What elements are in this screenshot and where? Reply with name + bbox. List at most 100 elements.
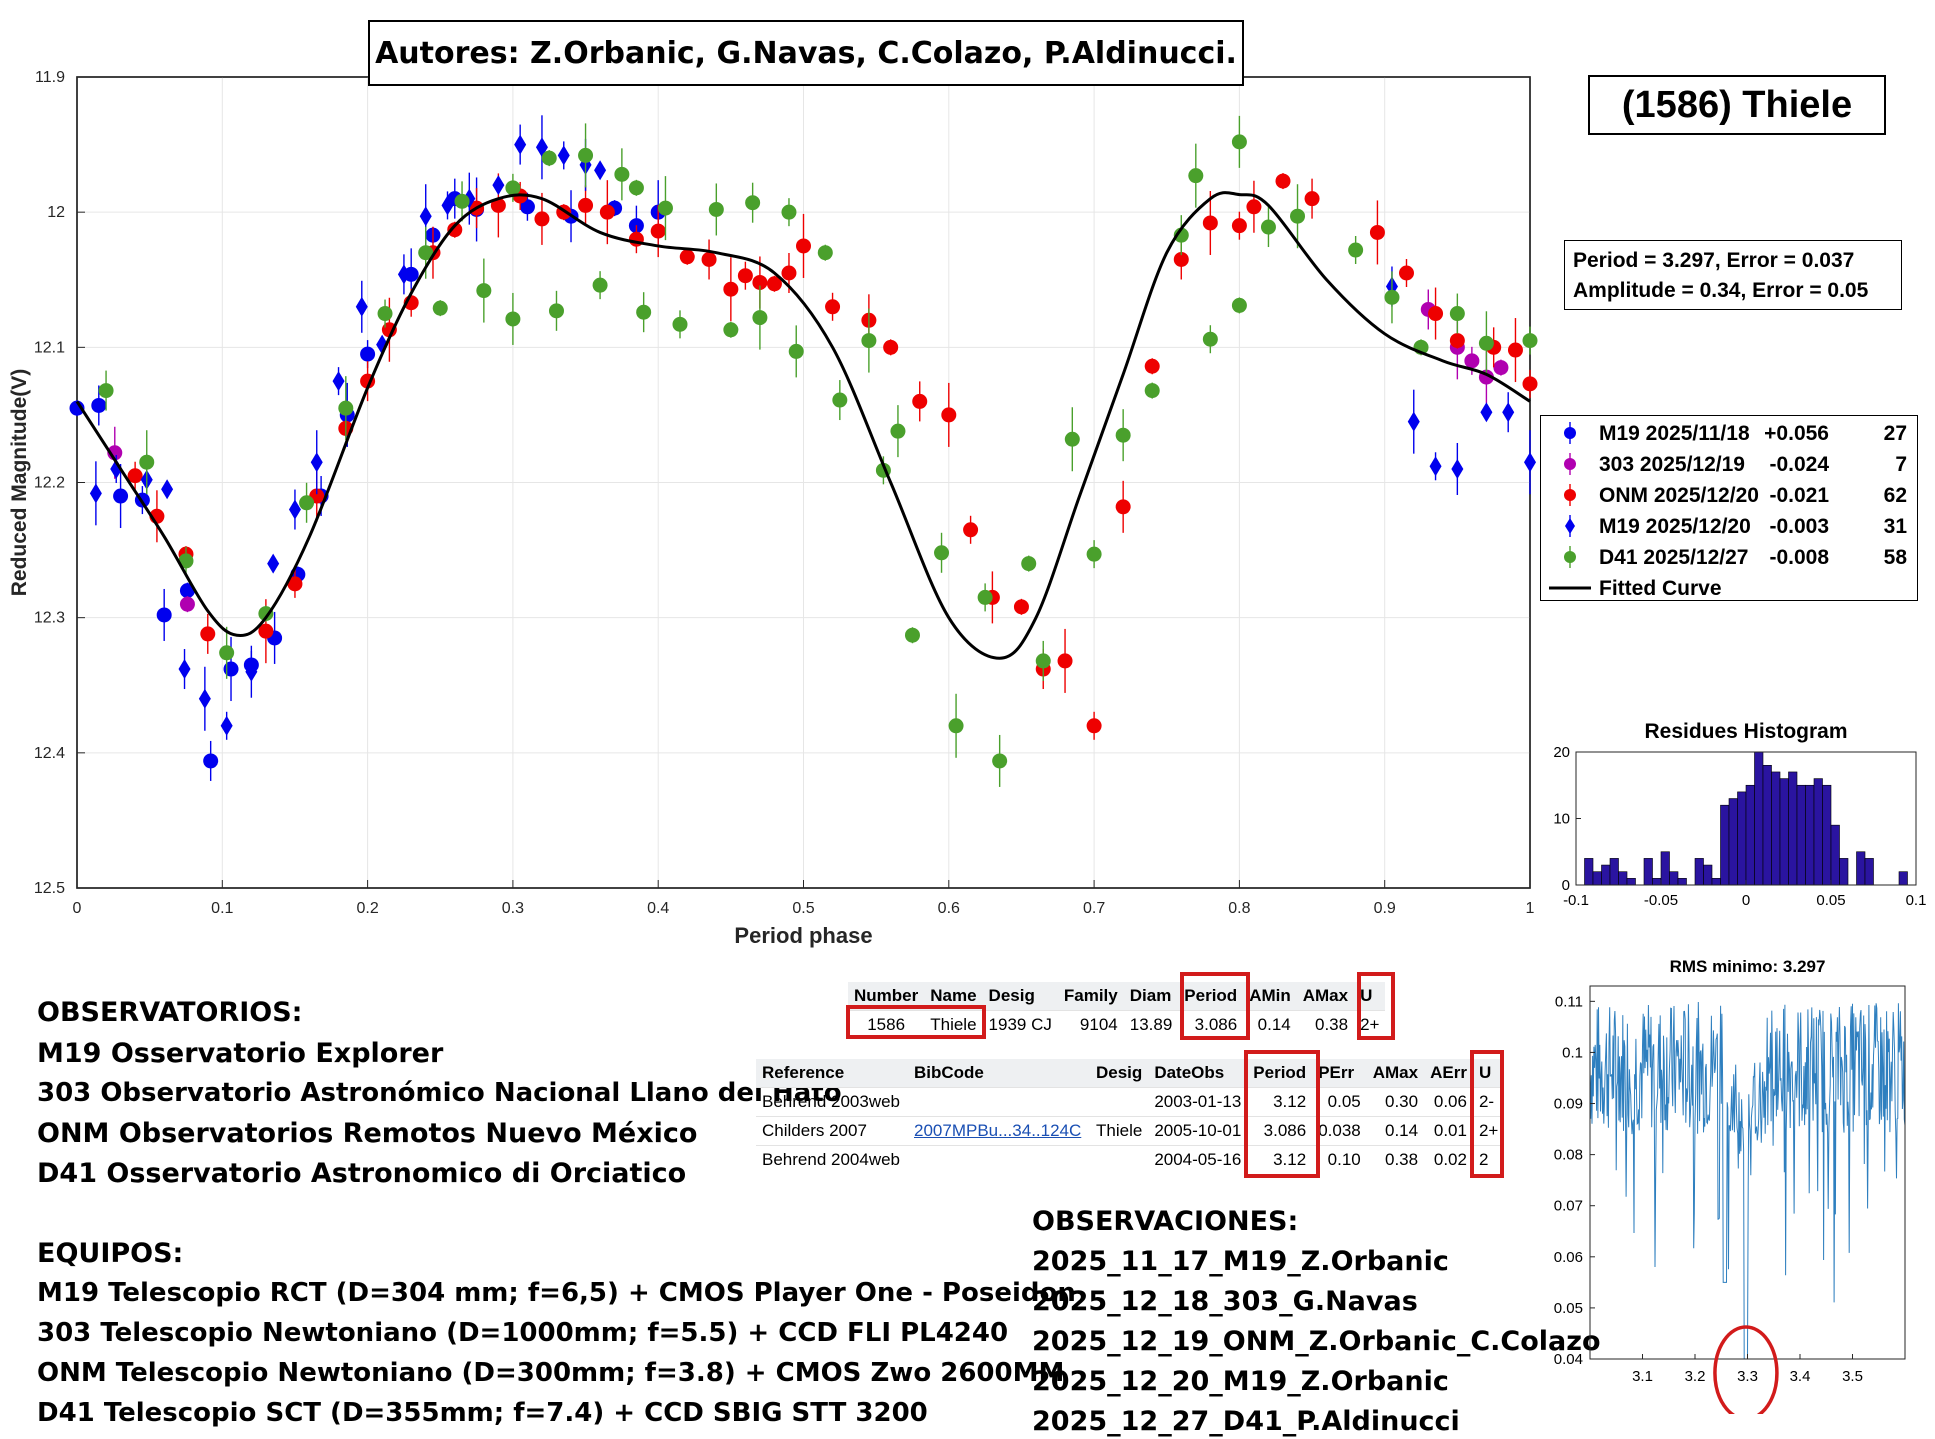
histogram-bar xyxy=(1796,784,1806,886)
data-point-diamond xyxy=(1502,402,1515,423)
histogram-bar xyxy=(1771,771,1781,886)
data-point xyxy=(1021,556,1037,572)
data-point xyxy=(1202,215,1218,231)
table-row: Behrend 2003web 2003-01-13 3.12 0.05 0.3… xyxy=(756,1087,1505,1117)
data-point xyxy=(708,201,724,217)
data-point xyxy=(766,276,782,292)
data-point xyxy=(98,383,114,399)
data-point xyxy=(578,197,594,213)
data-point xyxy=(127,468,143,484)
histogram-bar xyxy=(1677,878,1687,886)
data-point xyxy=(737,268,753,284)
data-point xyxy=(825,299,841,315)
col-perr: PErr xyxy=(1312,1059,1367,1088)
data-point xyxy=(977,589,993,605)
equipo-line: ONM Telescopio Newtoniano (D=300mm; f=3.… xyxy=(37,1358,1065,1388)
data-point xyxy=(592,277,608,293)
data-point-diamond xyxy=(441,195,454,216)
observatorios-title: OBSERVATORIOS: xyxy=(37,997,303,1028)
data-point xyxy=(519,199,535,215)
data-point xyxy=(418,245,434,261)
data-point xyxy=(817,245,833,261)
x-tick-label: 3.5 xyxy=(1842,1368,1863,1385)
y-tick-label: 20 xyxy=(1553,744,1570,761)
data-point-diamond xyxy=(89,483,102,504)
cell-reference: Behrend 2003web xyxy=(756,1087,908,1117)
data-point xyxy=(139,454,155,470)
col-family: Family xyxy=(1057,982,1124,1011)
data-point xyxy=(781,204,797,220)
legend-label: D41 2025/12/27 xyxy=(1599,546,1748,569)
data-point xyxy=(1398,265,1414,281)
equipo-line: D41 Telescopio SCT (D=355mm; f=7.4) + CC… xyxy=(37,1398,928,1428)
col-diam: Diam xyxy=(1123,982,1179,1011)
cell-amax: 0.30 xyxy=(1366,1087,1425,1117)
cell-amax: 0.38 xyxy=(1296,1010,1355,1039)
data-point-diamond xyxy=(178,659,191,680)
histogram-bar xyxy=(1898,871,1908,886)
col-period: Period xyxy=(1247,1059,1313,1088)
data-point xyxy=(1449,333,1465,349)
cell-perr: 0.10 xyxy=(1312,1145,1367,1174)
observatorio-line: M19 Osservatorio Explorer xyxy=(37,1038,444,1069)
cell-reference: Behrend 2004web xyxy=(756,1145,908,1174)
bibcode-link[interactable]: 2007MPBu...34..124C xyxy=(914,1121,1082,1140)
y-tick-label: 0.06 xyxy=(1554,1249,1583,1266)
histogram-bar xyxy=(1813,778,1823,886)
data-point-diamond xyxy=(514,134,527,155)
object-title-box: (1586) Thiele xyxy=(1588,75,1886,135)
x-tick-label: 0.05 xyxy=(1816,892,1845,909)
x-tick-label: 3.4 xyxy=(1790,1368,1811,1385)
data-point xyxy=(1064,431,1080,447)
data-point xyxy=(490,197,506,213)
data-point-diamond xyxy=(110,458,123,479)
cell-period: 3.086 xyxy=(1247,1116,1313,1146)
data-point xyxy=(91,397,107,413)
data-point xyxy=(287,576,303,592)
histogram-bar xyxy=(1652,878,1662,886)
cell-aerr: 0.06 xyxy=(1424,1087,1473,1117)
legend-label: 303 2025/12/19 xyxy=(1599,453,1745,476)
cell-aerr: 0.02 xyxy=(1424,1145,1473,1174)
data-point xyxy=(1144,358,1160,374)
legend-offset: +0.056 xyxy=(1764,422,1829,445)
rms-curve xyxy=(1589,1001,1906,1360)
cell-u: 2 xyxy=(1472,1145,1505,1174)
col-aerr: AErr xyxy=(1424,1059,1473,1088)
data-point xyxy=(223,661,239,677)
histogram-bar xyxy=(1669,871,1679,886)
cell-desig: Thiele xyxy=(1090,1116,1149,1146)
observatorio-line: ONM Observatorios Remotos Nuevo México xyxy=(37,1118,698,1149)
histogram-bar xyxy=(1618,871,1628,886)
data-point-diamond xyxy=(1429,456,1442,477)
legend-offset: -0.021 xyxy=(1769,484,1829,507)
histogram-bar xyxy=(1830,824,1840,886)
y-tick-label: 12 xyxy=(47,204,65,221)
cell-family: 9104 xyxy=(1057,1010,1124,1039)
y-tick-label: 12.2 xyxy=(34,475,65,492)
legend-marker xyxy=(1565,518,1575,534)
observacion-line: 2025_12_18_303_G.Navas xyxy=(1032,1286,1418,1317)
data-point-diamond xyxy=(1480,402,1493,423)
cell-u: 2- xyxy=(1472,1087,1505,1117)
y-tick-label: 0.11 xyxy=(1555,993,1583,1010)
cell-reference: Childers 2007 xyxy=(756,1116,908,1146)
legend-marker xyxy=(1564,427,1576,439)
legend-marker xyxy=(1564,458,1576,470)
histogram-bar xyxy=(1779,778,1789,886)
x-tick-label: 3.1 xyxy=(1632,1368,1653,1385)
cell-desig: 1939 CJ xyxy=(982,1010,1058,1039)
histogram-bar xyxy=(1737,791,1747,886)
legend-svg: M19 2025/11/18 +0.056 27 303 2025/12/19 -0.0… xyxy=(1549,422,1908,600)
data-point xyxy=(476,283,492,299)
data-point-diamond xyxy=(161,479,174,500)
legend-label: ONM 2025/12/20 xyxy=(1599,484,1759,507)
authors-box: Autores: Z.Orbanic, G.Navas, C.Colazo, P… xyxy=(368,20,1244,86)
legend-count: 58 xyxy=(1884,546,1908,569)
data-point xyxy=(861,333,877,349)
legend-label: Fitted Curve xyxy=(1599,577,1722,600)
y-tick-label: 0.07 xyxy=(1554,1198,1583,1215)
data-point xyxy=(723,322,739,338)
highlight-summary-period xyxy=(1180,972,1250,1040)
data-point-diamond xyxy=(594,160,607,181)
